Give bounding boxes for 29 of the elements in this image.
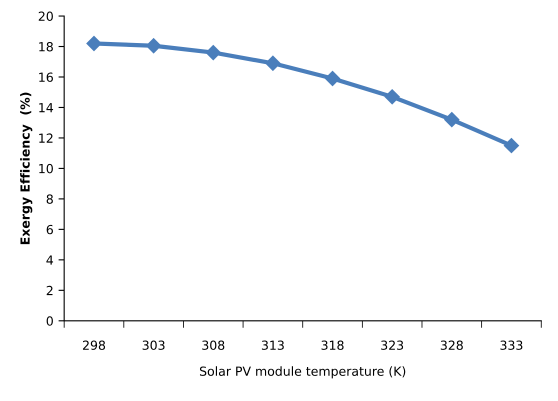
point xyxy=(86,36,102,52)
x-tick-label: 328 xyxy=(440,340,463,350)
y-tick-label: 4 xyxy=(46,255,54,265)
y-tick-label: 20 xyxy=(38,12,53,21)
x-tick-label: 333 xyxy=(500,340,522,350)
x-tick-label: 313 xyxy=(262,340,284,350)
y-tick-label: 14 xyxy=(39,103,54,112)
x-tick-label: 323 xyxy=(381,340,404,350)
y-tick-label: 18 xyxy=(39,42,53,52)
x-axis-title: Solar PV module temperature (K) xyxy=(200,366,406,378)
point xyxy=(146,38,162,54)
y-tick-label: 10 xyxy=(39,164,53,174)
y-axis-title: Exergy Efficiency (%) xyxy=(20,92,32,244)
x-tick-label: 303 xyxy=(142,340,165,350)
point xyxy=(206,45,221,60)
y-tick-label: 0 xyxy=(46,316,53,326)
y-tick-label: 12 xyxy=(39,133,52,143)
x-tick-label: 318 xyxy=(322,340,344,350)
point xyxy=(444,112,460,128)
point xyxy=(384,89,400,104)
y-tick-label: 8 xyxy=(46,194,53,204)
point xyxy=(265,56,280,71)
y-tick-label: 2 xyxy=(46,286,52,296)
point xyxy=(504,138,520,154)
y-tick-label: 16 xyxy=(39,72,53,82)
y-tick-label: 6 xyxy=(46,224,53,234)
point xyxy=(324,70,340,86)
x-tick-label: 298 xyxy=(82,340,106,350)
x-tick-label: 308 xyxy=(202,340,224,350)
